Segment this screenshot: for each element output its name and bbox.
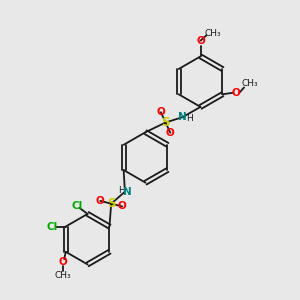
Text: O: O [96, 196, 105, 206]
Text: O: O [58, 257, 67, 267]
Text: O: O [196, 36, 205, 46]
Text: S: S [161, 116, 170, 129]
Text: O: O [157, 107, 165, 117]
Text: N: N [178, 112, 187, 122]
Text: S: S [107, 197, 116, 210]
Text: CH₃: CH₃ [54, 272, 71, 280]
Text: O: O [118, 201, 127, 212]
Text: O: O [166, 128, 175, 138]
Text: CH₃: CH₃ [205, 29, 221, 38]
Text: Cl: Cl [47, 221, 58, 232]
Text: N: N [123, 187, 132, 197]
Text: O: O [231, 88, 240, 98]
Text: CH₃: CH₃ [242, 80, 258, 88]
Text: H: H [186, 114, 193, 123]
Text: Cl: Cl [72, 202, 83, 212]
Text: H: H [118, 186, 125, 195]
